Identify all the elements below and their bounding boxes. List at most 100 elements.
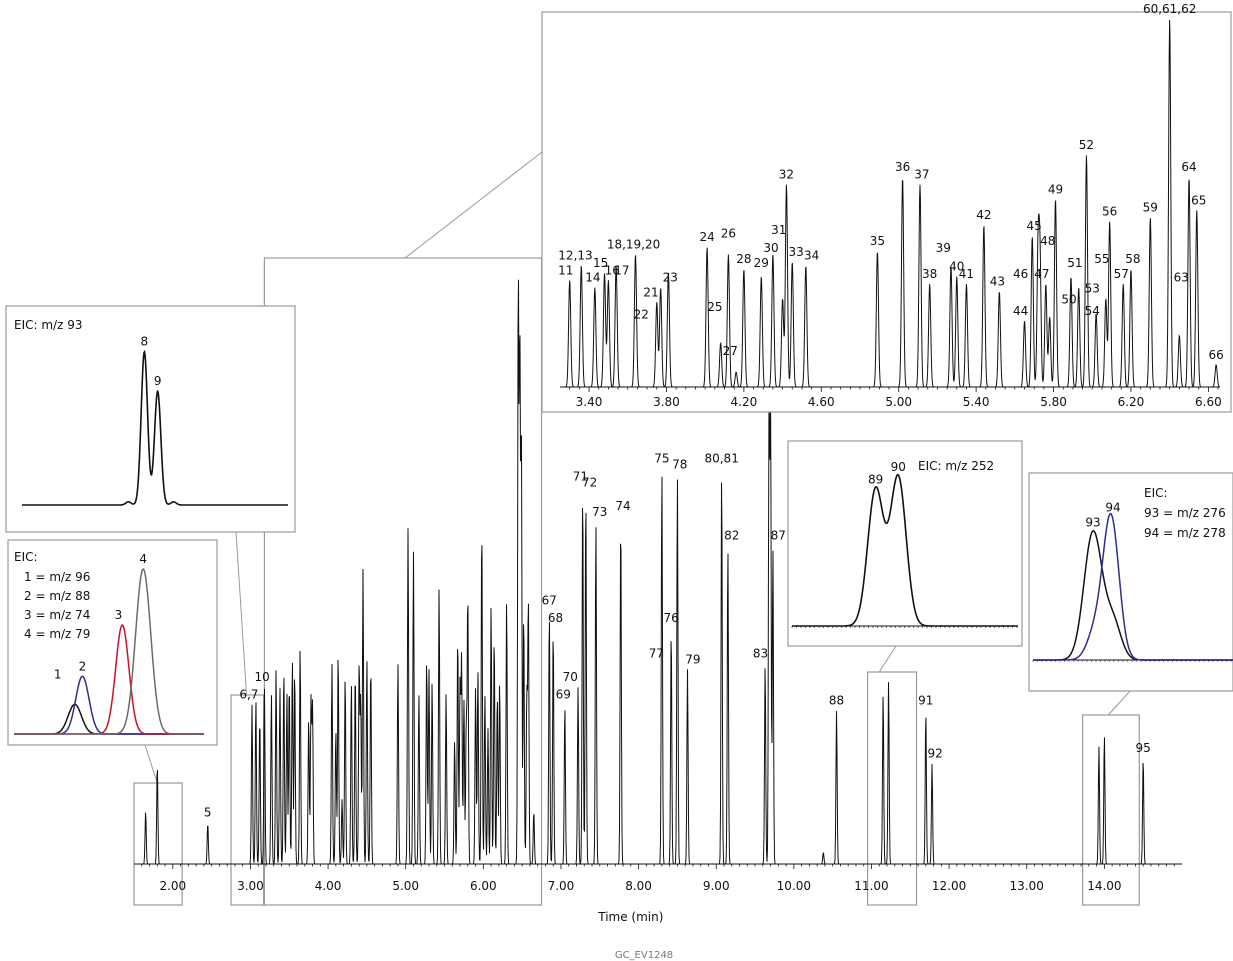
eic-peaks1-4-series-trace bbox=[14, 568, 204, 735]
eic-mz252-title: EIC: m/z 252 bbox=[918, 459, 994, 473]
eic-peaks1-4-inset: EIC: 1 = m/z 96 2 = m/z 88 3 = m/z 74 4 = m… bbox=[7, 539, 218, 746]
zoom-peak-label: 57 bbox=[1114, 267, 1129, 281]
zoom-peak-label: 48 bbox=[1040, 234, 1055, 248]
zoom-peak-label: 40 bbox=[949, 260, 964, 274]
main-tick-label: 5.00 bbox=[392, 879, 419, 893]
eic-mz93-frame bbox=[5, 305, 296, 533]
eic-mz276-278-title: EIC: bbox=[1144, 486, 1168, 500]
main-peak-label: 78 bbox=[672, 458, 687, 472]
eic-mz252-peak-labels: 89 90 bbox=[868, 460, 906, 486]
main-x-axis-label: Time (min) bbox=[597, 910, 663, 924]
zoom-inset: 3.40 3.80 4.20 4.60 5.00 5.40 5.80 6.20 6.60 111… bbox=[541, 2, 1232, 413]
eic-peaks1-4-legend-entry: 1 = m/z 96 bbox=[24, 570, 90, 584]
zoom-tick-label: 5.80 bbox=[1040, 395, 1067, 409]
main-peak-label: 70 bbox=[563, 670, 578, 684]
main-tick-label: 3.00 bbox=[237, 879, 264, 893]
main-peak-label: 67 bbox=[542, 593, 557, 607]
eic-mz252-peak-label: 90 bbox=[891, 460, 906, 474]
highlight-box bbox=[263, 257, 543, 906]
eic-mz93-peak-label: 8 bbox=[141, 335, 149, 349]
zoom-peak-label: 25 bbox=[707, 300, 722, 314]
zoom-peak-label: 39 bbox=[936, 241, 951, 255]
zoom-peak-label: 17 bbox=[614, 263, 629, 277]
eic-mz276-278-legend: 93 = m/z 276 94 = m/z 278 bbox=[1144, 506, 1226, 540]
eic-mz276-278-peak-label: 94 bbox=[1105, 501, 1120, 515]
zoom-peak-label: 54 bbox=[1085, 304, 1100, 318]
highlight-boxes bbox=[133, 257, 1140, 906]
zoom-peak-label: 63 bbox=[1174, 271, 1189, 285]
zoom-peak-label: 43 bbox=[990, 274, 1005, 288]
main-tick-labels: 2.00 3.00 4.00 5.00 6.00 7.00 8.00 9.00 10.00 11.… bbox=[159, 879, 1121, 893]
main-peak-label: 77 bbox=[649, 646, 664, 660]
zoom-tick-label: 6.20 bbox=[1118, 395, 1145, 409]
connector-line bbox=[404, 151, 543, 259]
connector-line bbox=[235, 531, 248, 696]
zoom-peak-label: 49 bbox=[1048, 182, 1063, 196]
main-tick-label: 4.00 bbox=[315, 879, 342, 893]
zoom-tick-label: 3.40 bbox=[576, 395, 603, 409]
zoom-peak-label: 36 bbox=[895, 160, 910, 174]
eic-peaks1-4-peak-labels: 1 2 3 4 bbox=[54, 552, 147, 682]
zoom-peak-label: 51 bbox=[1067, 256, 1082, 270]
main-peak-label: 79 bbox=[685, 652, 700, 666]
zoom-peak-label: 29 bbox=[754, 256, 769, 270]
zoom-tick-label: 6.60 bbox=[1195, 395, 1222, 409]
zoom-peak-label: 58 bbox=[1125, 252, 1140, 266]
eic-mz276-278-peak-labels: 93 94 bbox=[1085, 501, 1120, 530]
main-tick-label: 9.00 bbox=[703, 879, 730, 893]
connector-line bbox=[878, 645, 897, 673]
zoom-tick-label: 4.60 bbox=[808, 395, 835, 409]
zoom-peak-label: 64 bbox=[1181, 160, 1196, 174]
zoom-peak-label: 31 bbox=[771, 223, 786, 237]
main-peak-label: 82 bbox=[724, 528, 739, 542]
zoom-peak-label: 45 bbox=[1027, 219, 1042, 233]
zoom-peak-label: 52 bbox=[1079, 138, 1094, 152]
zoom-tick-labels: 3.40 3.80 4.20 4.60 5.00 5.40 5.80 6.20 6.60 bbox=[576, 395, 1222, 409]
eic-peaks1-4-title: EIC: bbox=[14, 550, 38, 564]
zoom-peak-label: 38 bbox=[922, 267, 937, 281]
zoom-peak-label: 15 bbox=[593, 256, 608, 270]
zoom-peak-label: 23 bbox=[663, 271, 678, 285]
main-peak-label: 73 bbox=[592, 505, 607, 519]
zoom-inset-frame bbox=[541, 11, 1232, 413]
zoom-minor-ticks bbox=[569, 387, 1219, 392]
zoom-peak-label: 42 bbox=[976, 208, 991, 222]
main-peak-label: 80,81 bbox=[704, 452, 738, 466]
main-tick-label: 14.00 bbox=[1087, 879, 1121, 893]
zoom-tick-label: 5.00 bbox=[885, 395, 912, 409]
eic-peaks1-4-legend-entry: 2 = m/z 88 bbox=[24, 589, 90, 603]
main-tick-label: 12.00 bbox=[932, 879, 966, 893]
zoom-peak-label: 18,19,20 bbox=[607, 238, 660, 252]
highlight-box bbox=[1082, 714, 1140, 906]
eic-mz93-peak-labels: 89 bbox=[141, 335, 162, 389]
zoom-peak-label: 21 bbox=[643, 285, 658, 299]
zoom-peak-label: 16 bbox=[605, 263, 620, 277]
main-chromatogram: 2.00 3.00 4.00 5.00 6.00 7.00 8.00 9.00 10.00 11.… bbox=[134, 279, 1182, 924]
eic-mz252-peak-label: 89 bbox=[868, 473, 883, 487]
zoom-peak-label: 11 bbox=[558, 263, 573, 277]
eic-mz252-series-trace bbox=[792, 474, 1018, 627]
zoom-peak-label: 26 bbox=[721, 227, 736, 241]
main-peak-label: 83 bbox=[753, 646, 768, 660]
zoom-peak-label: 65 bbox=[1191, 193, 1206, 207]
main-peak-label: 95 bbox=[1136, 741, 1151, 755]
zoom-peak-label: 53 bbox=[1085, 282, 1100, 296]
eic-peaks1-4-frame bbox=[7, 539, 218, 746]
zoom-peak-label: 12,13 bbox=[558, 249, 592, 263]
eic-peaks1-4-legend: 1 = m/z 96 2 = m/z 88 3 = m/z 74 4 = m/z 79 bbox=[24, 570, 90, 641]
zoom-peak-label: 30 bbox=[763, 241, 778, 255]
zoom-peak-label: 46 bbox=[1013, 267, 1028, 281]
eic-mz276-278-series-trace bbox=[1033, 512, 1233, 661]
main-peak-label: 71 bbox=[573, 469, 588, 483]
main-tick-label: 2.00 bbox=[159, 879, 186, 893]
zoom-peak-label: 66 bbox=[1208, 348, 1223, 362]
eic-peaks1-4-peak-label: 1 bbox=[54, 668, 62, 682]
main-peak-label: 88 bbox=[829, 694, 844, 708]
main-peak-label: 91 bbox=[918, 694, 933, 708]
connector-line bbox=[144, 744, 158, 784]
eic-mz276-278-legend-entry: 93 = m/z 276 bbox=[1144, 506, 1226, 520]
zoom-peak-label: 35 bbox=[870, 234, 885, 248]
main-peak-label: 10 bbox=[254, 670, 269, 684]
